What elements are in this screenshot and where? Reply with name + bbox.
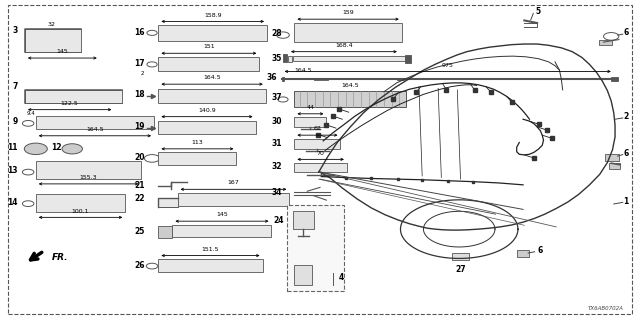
Text: 27: 27 <box>455 265 466 274</box>
Bar <box>294 23 402 42</box>
Text: 13: 13 <box>8 166 18 175</box>
Bar <box>159 260 262 272</box>
Text: 122.5: 122.5 <box>61 101 79 106</box>
Text: 24: 24 <box>273 216 284 225</box>
Bar <box>159 121 255 134</box>
Bar <box>452 253 469 260</box>
Text: 22: 22 <box>134 194 145 203</box>
Bar <box>25 29 81 52</box>
Text: 14: 14 <box>8 198 18 207</box>
Text: 975: 975 <box>442 63 454 68</box>
Text: 151: 151 <box>203 44 214 50</box>
Text: TX6AB0702A: TX6AB0702A <box>588 306 623 311</box>
Text: 31: 31 <box>271 139 282 148</box>
Bar <box>177 194 289 206</box>
Text: 19: 19 <box>134 122 145 131</box>
Bar <box>314 78 328 80</box>
Bar <box>294 265 312 285</box>
Text: 140.9: 140.9 <box>198 108 216 113</box>
Text: 113: 113 <box>191 140 204 145</box>
Bar <box>36 194 125 212</box>
Text: 9.4: 9.4 <box>26 111 35 116</box>
Bar <box>282 77 284 81</box>
Text: 21: 21 <box>134 181 145 190</box>
Text: 11: 11 <box>8 143 18 152</box>
Text: 17: 17 <box>134 59 145 68</box>
Text: 164.5: 164.5 <box>86 127 104 132</box>
Bar <box>294 163 347 172</box>
Text: FR.: FR. <box>52 253 68 262</box>
Bar <box>605 154 619 161</box>
Bar <box>293 211 314 228</box>
Bar <box>397 78 404 80</box>
Bar <box>599 40 612 45</box>
Bar <box>293 56 405 61</box>
Text: 167: 167 <box>228 180 239 186</box>
Text: 26: 26 <box>134 261 145 270</box>
Text: 9: 9 <box>13 117 18 126</box>
Bar <box>294 91 406 108</box>
Bar <box>283 54 287 62</box>
Text: 44: 44 <box>307 105 314 110</box>
Bar <box>294 117 326 127</box>
Text: 7: 7 <box>13 82 18 91</box>
Bar <box>294 139 340 148</box>
Bar <box>611 77 618 81</box>
Text: 159: 159 <box>342 10 354 15</box>
Text: 164.5: 164.5 <box>342 83 359 88</box>
Text: 36: 36 <box>266 73 276 82</box>
Bar <box>405 55 412 62</box>
Bar <box>159 25 267 41</box>
Text: 32: 32 <box>271 162 282 171</box>
Text: 34: 34 <box>271 188 282 197</box>
Text: 1: 1 <box>623 197 628 206</box>
Circle shape <box>62 144 83 154</box>
Text: 2: 2 <box>623 113 628 122</box>
Bar <box>36 116 154 129</box>
Text: 30: 30 <box>271 117 282 126</box>
Text: 6: 6 <box>537 246 542 255</box>
Text: 16: 16 <box>134 28 145 37</box>
Circle shape <box>24 143 47 155</box>
Bar <box>609 163 620 169</box>
Bar <box>159 57 259 71</box>
Text: 100.1: 100.1 <box>72 209 89 213</box>
Text: 3: 3 <box>13 27 18 36</box>
Text: 2: 2 <box>141 70 145 76</box>
Bar <box>36 161 141 179</box>
Text: 168.4: 168.4 <box>335 43 353 48</box>
Bar <box>288 56 292 62</box>
Bar <box>159 198 177 207</box>
Text: 4: 4 <box>339 273 344 282</box>
Bar <box>159 226 173 238</box>
Text: 6: 6 <box>623 28 628 37</box>
Text: 155.3: 155.3 <box>80 175 97 180</box>
Text: 5: 5 <box>536 7 541 16</box>
Bar <box>159 152 236 165</box>
Text: 28: 28 <box>271 29 282 38</box>
Bar <box>287 204 344 291</box>
Text: 145: 145 <box>56 49 68 54</box>
Text: 12: 12 <box>51 143 61 152</box>
Text: 164.5: 164.5 <box>294 68 312 73</box>
Text: 158.9: 158.9 <box>204 12 221 18</box>
Bar <box>25 90 122 103</box>
Bar <box>516 251 529 257</box>
Text: 37: 37 <box>271 93 282 102</box>
Text: 6: 6 <box>623 149 628 158</box>
Bar <box>159 89 266 103</box>
Text: 145: 145 <box>216 212 228 217</box>
Text: 151.5: 151.5 <box>202 247 220 252</box>
Bar <box>173 225 271 237</box>
Text: 62: 62 <box>314 126 321 131</box>
Text: 70: 70 <box>317 150 324 156</box>
Text: 18: 18 <box>134 90 145 99</box>
Text: 164.5: 164.5 <box>204 75 221 80</box>
Text: 20: 20 <box>134 153 145 162</box>
Text: 32: 32 <box>48 22 56 27</box>
Text: 25: 25 <box>134 227 145 236</box>
Text: 35: 35 <box>271 53 282 62</box>
